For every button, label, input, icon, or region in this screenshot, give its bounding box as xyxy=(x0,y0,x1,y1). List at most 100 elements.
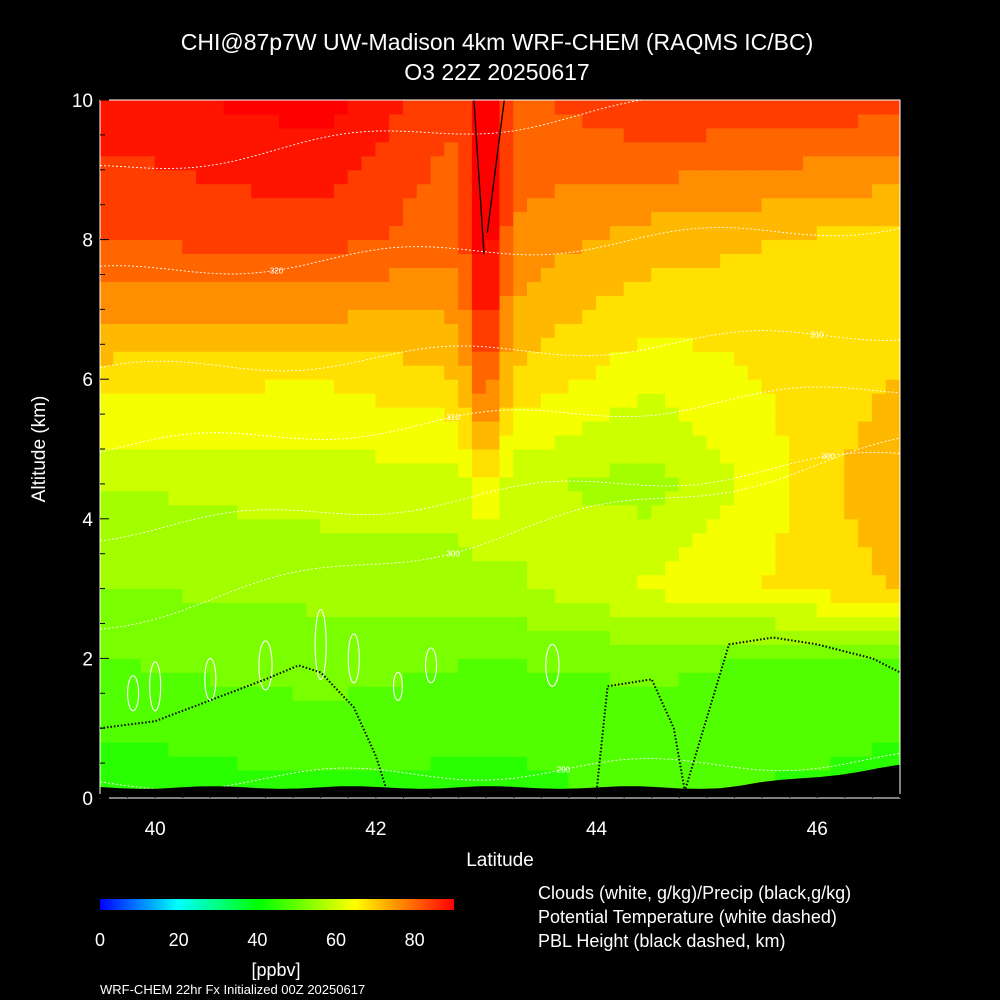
ozone-cell xyxy=(609,392,625,408)
ozone-cell xyxy=(871,741,887,757)
ozone-cell xyxy=(609,490,625,506)
ozone-cell xyxy=(430,574,446,590)
ozone-cell xyxy=(416,308,432,324)
ozone-cell xyxy=(540,574,556,590)
ozone-cell xyxy=(720,239,735,255)
ozone-cell xyxy=(154,629,170,645)
ozone-cell xyxy=(720,280,735,296)
ozone-cell xyxy=(209,462,225,478)
ozone-cell xyxy=(196,755,211,771)
ozone-cell xyxy=(278,532,294,548)
ozone-cell xyxy=(223,197,239,213)
ozone-cell xyxy=(471,546,487,562)
ozone-cell xyxy=(637,504,653,520)
ozone-cell xyxy=(637,183,653,199)
ozone-cell xyxy=(127,378,142,394)
ozone-cell xyxy=(223,657,239,673)
ozone-cell xyxy=(665,699,680,715)
ozone-cell xyxy=(251,476,267,492)
ozone-cell xyxy=(333,769,349,785)
ozone-cell xyxy=(692,100,708,115)
ozone-cell xyxy=(251,406,267,422)
legend-pbl-height: PBL Height (black dashed, km) xyxy=(538,931,785,951)
ozone-cell xyxy=(802,643,818,659)
ozone-cell xyxy=(100,253,115,269)
ozone-cell xyxy=(485,629,501,645)
ozone-cell xyxy=(596,741,611,757)
ozone-cell xyxy=(416,197,432,213)
ozone-cell xyxy=(402,588,418,604)
ozone-cell xyxy=(416,588,432,604)
ozone-cell xyxy=(458,100,473,115)
ozone-cell xyxy=(458,490,473,506)
ozone-cell xyxy=(471,713,487,729)
ozone-cell xyxy=(692,225,708,241)
ozone-cell xyxy=(637,560,653,576)
ozone-cell xyxy=(761,280,777,296)
ozone-cell xyxy=(609,336,625,352)
ozone-cell xyxy=(775,308,791,324)
ozone-cell xyxy=(251,378,267,394)
ozone-cell xyxy=(568,588,584,604)
ozone-cell xyxy=(623,211,639,227)
ozone-cell xyxy=(678,546,694,562)
ozone-cell xyxy=(665,141,680,157)
ozone-cell xyxy=(789,546,804,562)
ozone-cell xyxy=(444,434,460,450)
ozone-cell xyxy=(568,727,584,743)
ozone-cell xyxy=(306,518,322,534)
ozone-cell xyxy=(623,100,639,115)
ozone-cell xyxy=(182,629,198,645)
ozone-cell xyxy=(389,560,404,576)
ozone-cell xyxy=(665,602,680,618)
ozone-cell xyxy=(775,560,791,576)
ozone-cell xyxy=(375,155,391,171)
ozone-cell xyxy=(637,546,653,562)
ozone-cell xyxy=(100,113,115,129)
ozone-cell xyxy=(140,364,156,380)
ozone-cell xyxy=(789,127,804,143)
ozone-cell xyxy=(444,100,460,115)
ozone-cell xyxy=(830,392,846,408)
ozone-cell xyxy=(168,434,184,450)
ozone-cell xyxy=(278,280,294,296)
ozone-cell xyxy=(458,141,473,157)
ozone-cell xyxy=(196,504,211,520)
ozone-cell xyxy=(127,657,142,673)
ozone-cell xyxy=(223,560,239,576)
ozone-cell xyxy=(858,629,873,645)
ozone-cell xyxy=(816,183,832,199)
ozone-cell xyxy=(499,100,515,115)
ozone-cell xyxy=(306,253,322,269)
ozone-cell xyxy=(127,308,142,324)
ozone-cell xyxy=(885,322,900,338)
ozone-cell xyxy=(113,100,129,115)
ozone-cell xyxy=(665,267,680,282)
ozone-cell xyxy=(223,490,239,506)
ozone-cell xyxy=(761,378,777,394)
ozone-cell xyxy=(747,127,763,143)
ozone-cell xyxy=(678,378,694,394)
ozone-cell xyxy=(471,113,487,129)
ozone-cell xyxy=(513,322,529,338)
ozone-cell xyxy=(333,546,349,562)
ozone-cell xyxy=(375,616,391,631)
ozone-cell xyxy=(858,657,873,673)
ozone-cell xyxy=(830,588,846,604)
ozone-cell xyxy=(802,169,818,185)
ozone-cell xyxy=(802,336,818,352)
ozone-cell xyxy=(885,141,900,157)
ozone-cell xyxy=(168,211,184,227)
ozone-cell xyxy=(444,127,460,143)
ozone-cell xyxy=(830,727,846,743)
ozone-cell xyxy=(885,588,900,604)
ozone-cell xyxy=(127,113,142,129)
ozone-cell xyxy=(761,336,777,352)
ozone-cell xyxy=(154,183,170,199)
ozone-cell xyxy=(747,141,763,157)
ozone-cell xyxy=(444,378,460,394)
ozone-cell xyxy=(871,239,887,255)
ozone-cell xyxy=(347,727,363,743)
cloud-outline xyxy=(545,643,560,687)
ozone-cell xyxy=(389,741,404,757)
